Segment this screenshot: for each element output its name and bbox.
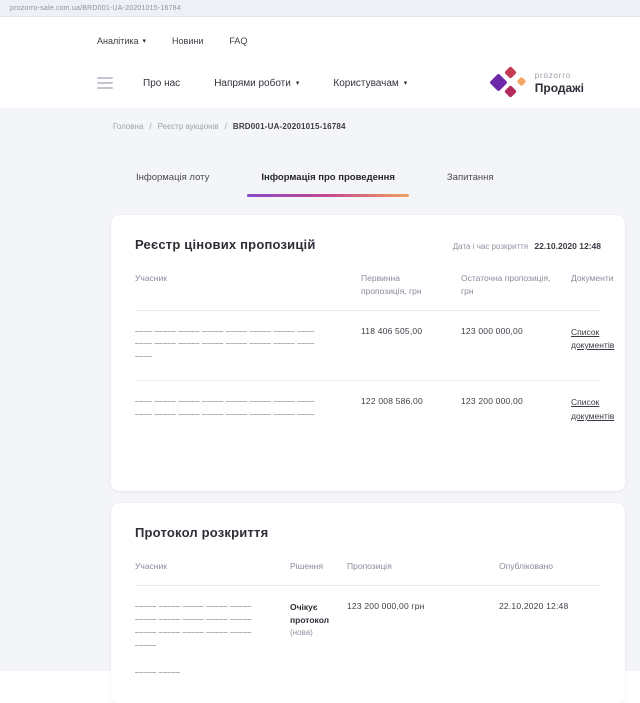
breadcrumb-current-auction-id: BRD001-UA-20201015-16784 [232,122,346,131]
diamond-orange-icon [516,76,527,87]
participant-name-redacted: –––– ––––– ––––– ––––– ––––– ––––– –––––… [135,326,347,365]
decision-note: (нова) [290,628,313,638]
participant-name-redacted: –––– ––––– ––––– ––––– ––––– ––––– –––––… [135,396,347,423]
utility-nav-news[interactable]: Новини [172,36,203,46]
logo-text-bottom: Продажі [534,81,584,95]
documents-list-link[interactable]: Список документів [571,397,615,421]
diamond-magenta-icon [503,85,517,98]
initial-bid-value: 122 008 586,00 [361,396,423,407]
redacted-line: –––– [135,353,153,361]
protocol-card-header: Протокол розкриття [135,525,601,540]
nav-item-users[interactable]: Користувачам ▾ [333,78,407,89]
browser-url-bar: prozorro-sale.com.ua/BRD001-UA-20201015-… [0,0,640,17]
disclosure-label: Дата і час розкриття [452,242,529,251]
utility-nav-analytics-label: Аналітика [97,36,139,46]
utility-nav-news-label: Новини [172,36,204,46]
utility-nav-faq[interactable]: FAQ [229,36,247,46]
initial-bid-value: 118 406 505,00 [361,325,423,336]
nav-item-about-label: Про нас [143,77,181,89]
col-proposal: Пропозиція [347,561,392,571]
breadcrumb: Головна / Реєстр аукціонів / BRD001-UA-2… [113,122,346,131]
redacted-line: ––––– ––––– ––––– ––––– ––––– [135,628,252,636]
redacted-line: ––––– [135,641,157,649]
tab-bar: Інформація лоту Інформація про проведенн… [136,172,494,197]
protocol-card-title: Протокол розкриття [135,525,269,540]
col-participant: Учасник [135,273,167,283]
bids-card-header: Реєстр цінових пропозицій Дата і час роз… [135,237,601,252]
final-bid-value: 123 200 000,00 [461,396,523,407]
final-bid-value: 123 000 000,00 [461,325,523,336]
redacted-line: –––– ––––– ––––– ––––– ––––– ––––– –––––… [135,411,315,419]
logo-diamonds-icon [489,65,527,101]
disclosure-datetime: Дата і час розкриття 22.10.2020 12:48 [453,241,601,251]
redacted-line: ––––– ––––– [135,668,181,676]
tab-questions[interactable]: Запитання [446,172,494,183]
published-datetime: 22.10.2020 12:48 [499,600,569,611]
menu-icon[interactable] [97,77,113,89]
utility-nav-analytics[interactable]: Аналітика ▾ [97,36,146,46]
nav-item-directions-label: Напрями роботи [214,77,291,89]
redacted-line: ––––– ––––– ––––– ––––– ––––– [135,615,252,623]
table-row: ––––– ––––– ––––– ––––– ––––– ––––– ––––… [135,586,601,696]
tab-conduct-info[interactable]: Інформація про проведення [247,172,409,197]
col-published: Опубліковано [499,561,554,571]
bids-register-card: Реєстр цінових пропозицій Дата і час роз… [111,215,625,491]
utility-nav: Аналітика ▾ Новини FAQ [97,36,247,46]
participant-name-redacted: ––––– ––––– ––––– ––––– ––––– ––––– ––––… [135,601,278,680]
chevron-down-icon: ▾ [403,80,408,87]
redacted-line: –––– ––––– ––––– ––––– ––––– ––––– –––––… [135,398,315,406]
breadcrumb-registry[interactable]: Реєстр аукціонів [157,122,219,131]
nav-item-users-label: Користувачам [333,77,399,89]
redacted-line: –––– ––––– ––––– ––––– ––––– ––––– –––––… [135,340,315,348]
col-decision: Рішення [290,561,324,571]
decision-status: Очікує протокол [290,601,330,625]
redacted-line: ––––– ––––– ––––– ––––– ––––– [135,602,252,610]
nav-item-about[interactable]: Про нас [143,78,180,89]
tab-lot-info[interactable]: Інформація лоту [136,172,210,183]
disclosure-protocol-card: Протокол розкриття Учасник Рішення Пропо… [111,503,625,703]
redacted-line: –––– ––––– ––––– ––––– ––––– ––––– –––––… [135,327,315,335]
proposal-value: 123 200 000,00 грн [347,600,425,611]
prozorro-sale-logo[interactable]: prozorro Продажі [489,65,584,101]
diamond-red-icon [503,66,517,79]
breadcrumb-separator: / [149,122,152,131]
protocol-table-header: Учасник Рішення Пропозиція Опубліковано [135,560,601,586]
chevron-down-icon: ▾ [142,38,147,45]
page-url: prozorro-sale.com.ua/BRD001-UA-20201015-… [10,4,181,12]
table-row: –––– ––––– ––––– ––––– ––––– ––––– –––––… [135,311,614,382]
bids-table-header: Учасник Первинна пропозиція, грн Остаточ… [135,272,613,311]
disclosure-value: 22.10.2020 12:48 [534,241,601,251]
col-final-bid: Остаточна пропозиція, грн [461,273,551,296]
breadcrumb-home[interactable]: Головна [113,122,144,131]
col-documents: Документи [571,273,614,283]
documents-list-link[interactable]: Список документів [571,326,615,351]
logo-text: prozorro Продажі [535,71,584,95]
utility-nav-faq-label: FAQ [229,36,248,46]
nav-item-directions[interactable]: Напрями роботи ▾ [214,78,299,89]
bids-card-title: Реєстр цінових пропозицій [135,237,316,252]
diamond-purple-icon [489,73,508,92]
col-initial-bid: Первинна пропозиція, грн [361,273,422,296]
breadcrumb-separator: / [224,122,227,131]
col-participant: Учасник [135,561,167,571]
table-row: –––– ––––– ––––– ––––– ––––– ––––– –––––… [135,381,614,439]
main-nav: Про нас Напрями роботи ▾ Користувачам ▾ … [97,62,584,104]
logo-text-top: prozorro [534,71,571,80]
chevron-down-icon: ▾ [295,80,300,87]
